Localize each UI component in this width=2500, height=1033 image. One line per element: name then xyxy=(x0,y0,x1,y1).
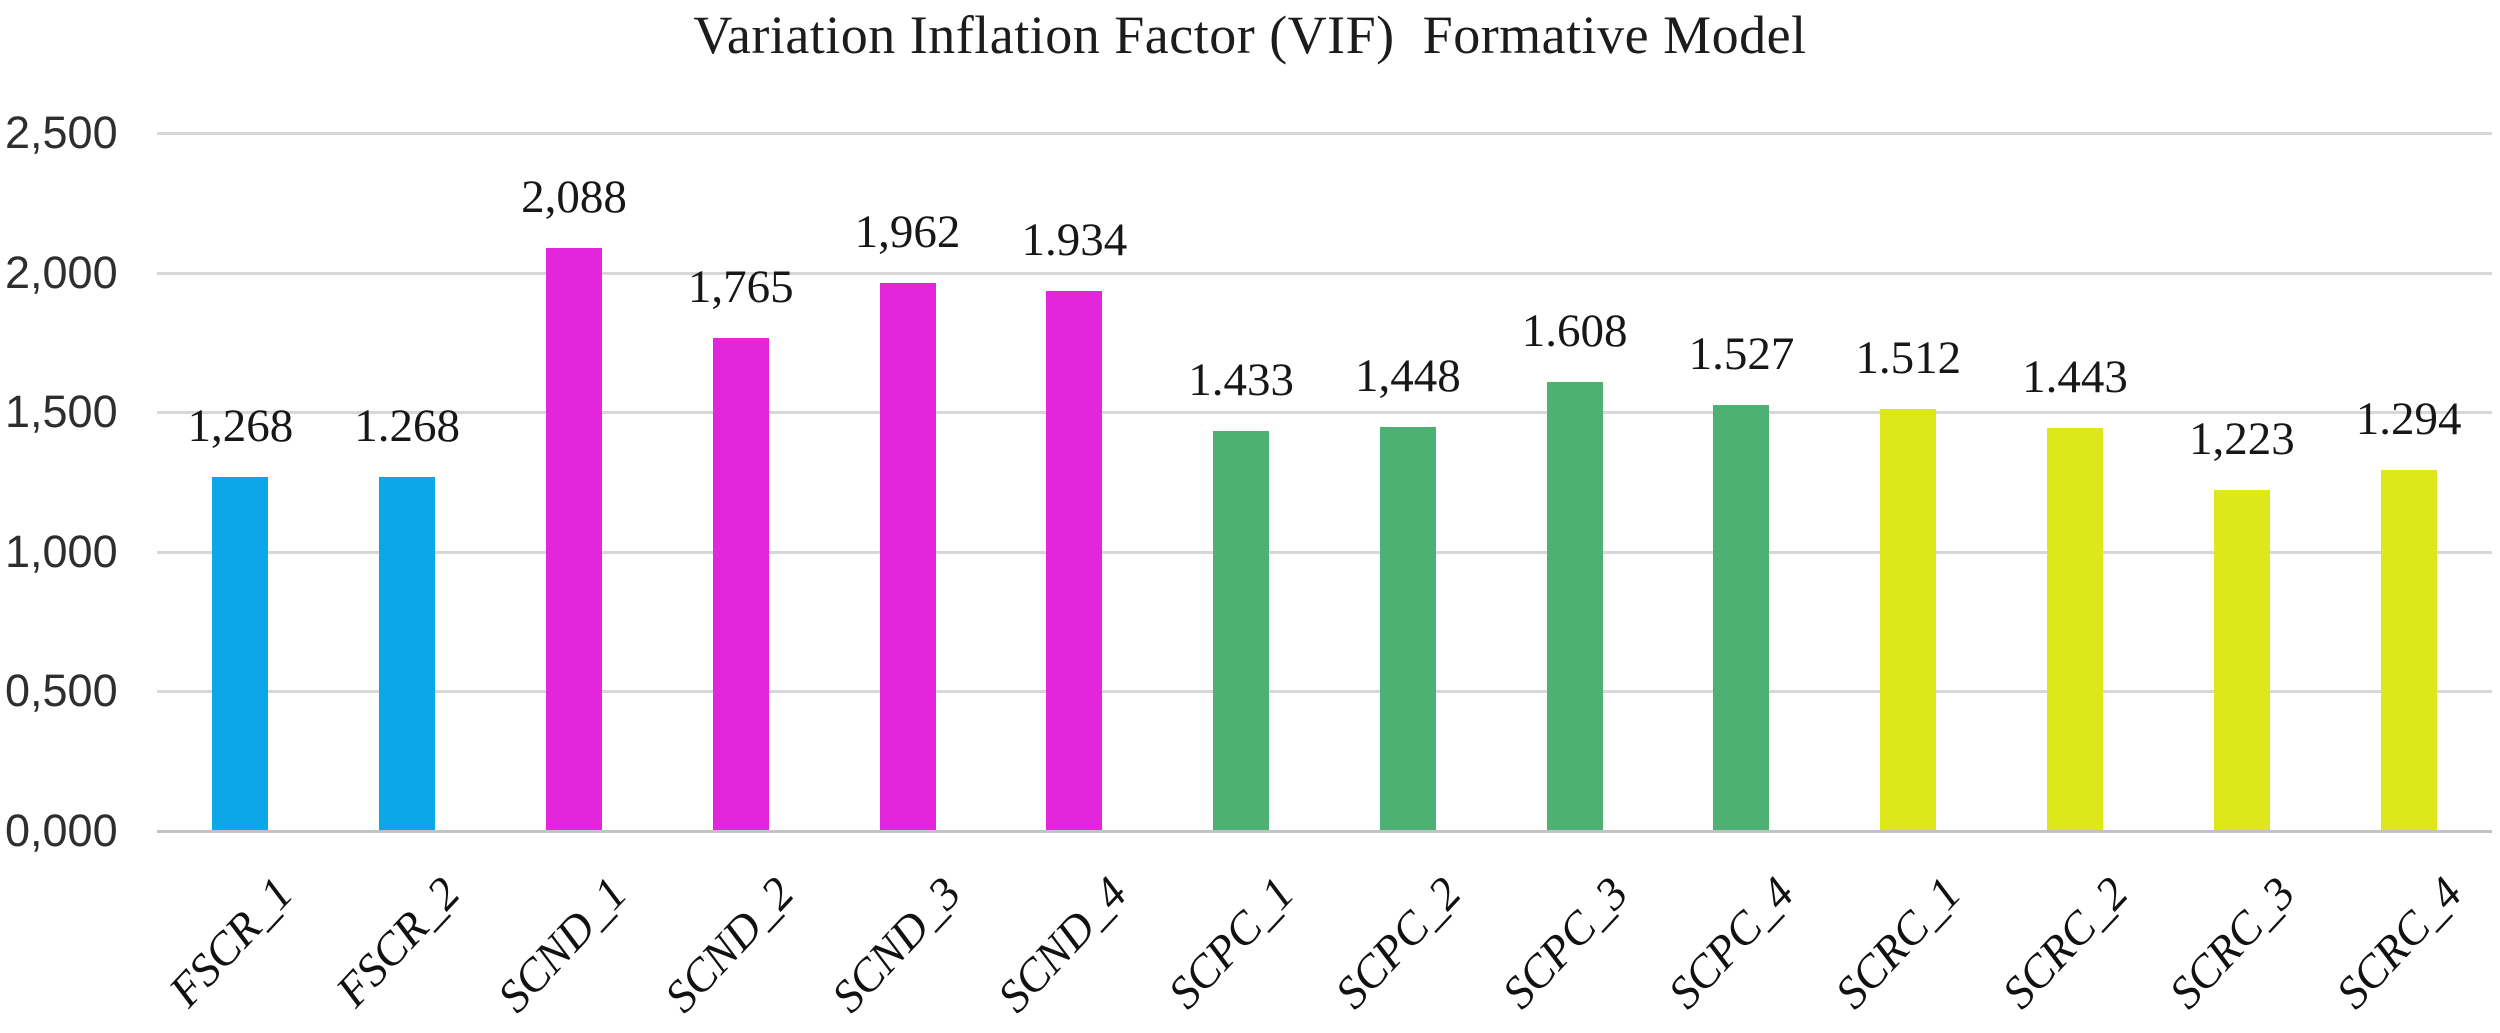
bar-value-label: 1.433 xyxy=(1188,353,1294,406)
gridline xyxy=(157,411,2492,415)
gridline xyxy=(157,271,2492,275)
bar-FSCR_1 xyxy=(212,476,269,831)
chart-title: Variation Inflation Factor (VIF) Formati… xyxy=(693,5,1807,65)
gridline xyxy=(157,690,2492,694)
y-tick-label: 1,500 xyxy=(5,386,118,438)
bar-SCND_4 xyxy=(1046,291,1103,831)
bar-value-label: 1,448 xyxy=(1355,349,1461,402)
bar-value-label: 1.294 xyxy=(2355,392,2462,445)
bar-SCPC_4 xyxy=(1713,404,1770,831)
bar-SCRC_4 xyxy=(2380,469,2437,831)
gridline xyxy=(157,132,2492,135)
bar-SCPC_1 xyxy=(1213,430,1270,831)
bar-value-label: 1,765 xyxy=(687,261,794,314)
bar-SCND_3 xyxy=(879,283,936,831)
bar-value-label: 1.268 xyxy=(354,399,461,452)
y-tick-label: 1,000 xyxy=(5,525,118,577)
y-tick-label: 0,000 xyxy=(5,805,118,856)
bar-value-label: 1.512 xyxy=(1855,331,1962,384)
bar-value-label: 1.934 xyxy=(1021,214,1128,267)
x-tick-label: FSCR_1 xyxy=(159,867,303,1017)
bar-FSCR_2 xyxy=(379,476,436,831)
bar-SCPC_2 xyxy=(1379,426,1436,831)
y-tick-label: 2,000 xyxy=(5,246,118,298)
bar-value-label: 1.527 xyxy=(1688,327,1795,380)
bar-value-label: 1.443 xyxy=(2022,351,2128,404)
bar-value-label: 1,268 xyxy=(187,399,294,452)
bar-SCRC_2 xyxy=(2047,428,2104,831)
y-tick-label: 2,500 xyxy=(5,107,118,158)
bar-SCRC_3 xyxy=(2213,489,2270,831)
bar-value-label: 1,223 xyxy=(2188,412,2295,465)
x-axis-line xyxy=(157,830,2492,833)
bar-value-label: 2,088 xyxy=(521,171,627,224)
bar-SCPC_3 xyxy=(1546,382,1603,831)
bar-SCND_2 xyxy=(712,338,769,831)
bar-value-label: 1,962 xyxy=(854,206,961,259)
gridline xyxy=(157,550,2492,554)
y-tick-label: 0,500 xyxy=(5,665,118,717)
bar-SCND_1 xyxy=(545,248,602,831)
bar-SCRC_1 xyxy=(1880,408,1937,831)
bar-value-label: 1.608 xyxy=(1521,305,1628,358)
